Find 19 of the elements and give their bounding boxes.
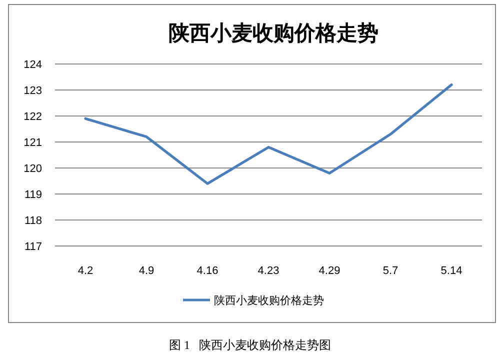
- y-tick-label: 124: [24, 59, 42, 71]
- y-tick-label: 123: [24, 85, 42, 97]
- caption: 图 1 陕西小麦收购价格走势图: [169, 338, 331, 352]
- legend-label: 陕西小麦收购价格走势: [214, 294, 324, 307]
- line-series: [84, 84, 453, 185]
- y-tick-label: 120: [24, 163, 42, 175]
- y-tick-label: 122: [24, 111, 42, 123]
- x-tick-label: 4.2: [78, 265, 94, 277]
- y-tick-label: 117: [24, 241, 42, 253]
- x-tick-label: 4.29: [318, 265, 340, 277]
- x-tick-label: 4.16: [196, 265, 218, 277]
- y-tick-label: 121: [24, 137, 42, 149]
- x-tick-label: 4.9: [138, 265, 154, 277]
- x-tick-label: 4.23: [258, 265, 280, 277]
- chart-title: 陕西小麦收购价格走势: [168, 21, 378, 45]
- x-tick-label: 5.7: [382, 265, 398, 277]
- y-tick-label: 118: [24, 215, 42, 227]
- x-tick-label: 5.14: [440, 265, 462, 277]
- y-tick-label: 119: [24, 189, 42, 201]
